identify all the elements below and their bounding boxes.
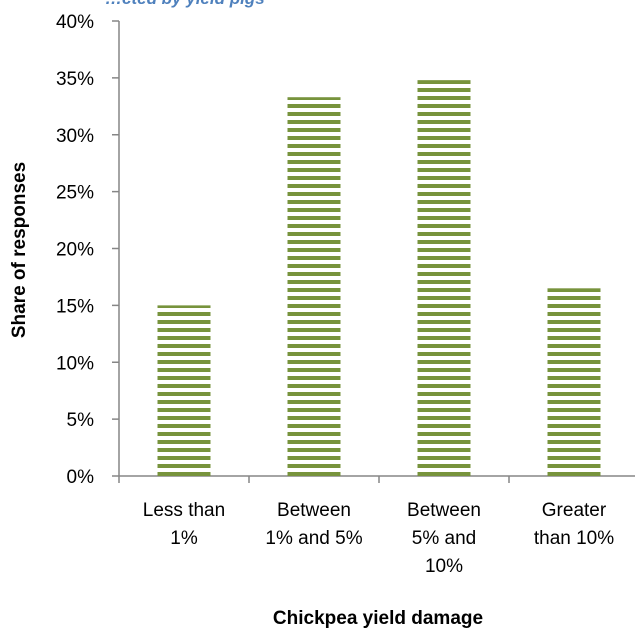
y-axis-title: Share of responses <box>9 162 30 338</box>
bar <box>287 97 341 477</box>
y-tick-label: 25% <box>56 183 94 204</box>
y-tick-label: 10% <box>56 353 94 374</box>
x-category-label: Less than 1% <box>143 500 225 549</box>
bar <box>547 288 601 476</box>
y-tick-label: 15% <box>56 296 94 317</box>
y-axis: 0% 5% 10% 15% 20% 25% 30% 35% 40% <box>56 12 120 488</box>
y-tick-label: 35% <box>56 69 94 90</box>
x-category-label: Between 5% and 10% <box>407 500 481 577</box>
clipped-chart-title: …cted by yield pigs <box>105 0 265 8</box>
x-axis <box>118 475 635 483</box>
y-tick-label: 40% <box>56 12 94 33</box>
bar <box>157 305 211 476</box>
x-category-label: Between 1% and 5% <box>265 500 362 549</box>
y-tick-label: 0% <box>67 467 95 488</box>
y-tick-label: 30% <box>56 126 94 147</box>
x-axis-title: Chickpea yield damage <box>273 608 483 629</box>
category-labels: Less than 1% Between 1% and 5% Between 5% and… <box>143 500 614 577</box>
x-category-label: Greater than 10% <box>534 500 614 549</box>
bar <box>417 80 471 477</box>
y-tick-label: 20% <box>56 240 94 261</box>
bars <box>157 80 601 477</box>
y-tick-label: 5% <box>67 410 95 431</box>
